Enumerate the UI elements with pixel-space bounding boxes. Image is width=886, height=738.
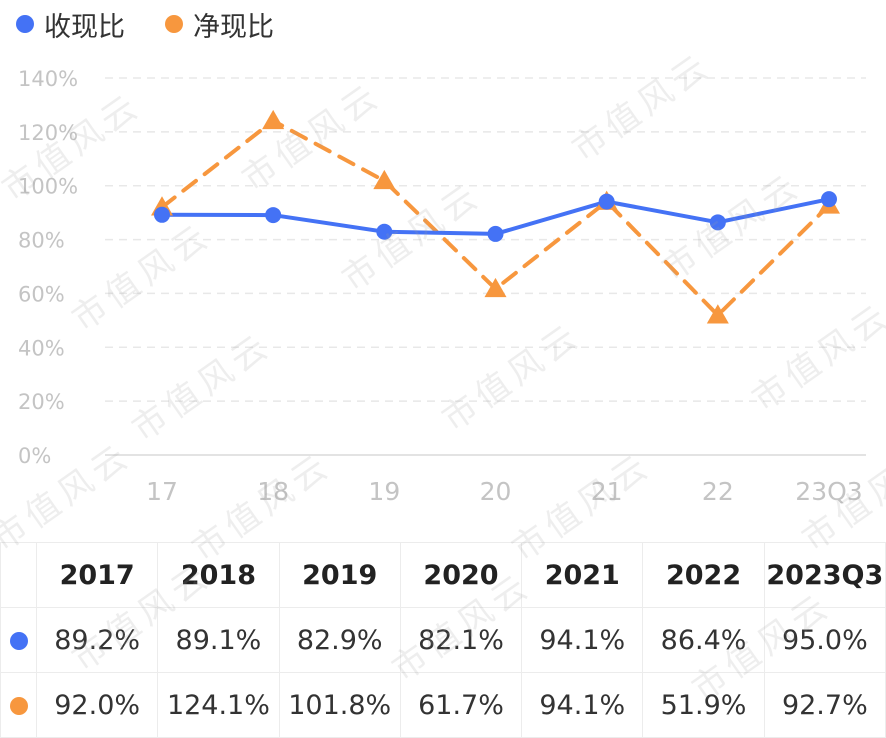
data-point-triangle [262, 109, 285, 130]
table-row-net-cash-ratio: 92.0% 124.1% 101.8% 61.7% 94.1% 51.9% 92… [0, 672, 886, 738]
chart-legend: 收现比 净现比 [16, 4, 274, 44]
y-tick-label: 0% [18, 444, 51, 468]
data-point-triangle [484, 277, 507, 298]
data-point-circle [821, 191, 837, 208]
line-chart: 0% 20% 40% 60% 80% 100% 120% 140% 17 18 19 20 21 22 23… [18, 67, 866, 506]
table-cell: 124.1% [157, 672, 280, 738]
table-header: 2017 [35, 542, 159, 608]
row-marker [0, 607, 37, 673]
table-header: 2021 [521, 542, 644, 608]
table-cell: 101.8% [278, 672, 401, 738]
table-cell: 61.7% [399, 672, 523, 738]
y-tick-label: 40% [18, 336, 65, 360]
x-tick-label: 18 [257, 477, 289, 506]
series-dot-icon [9, 697, 28, 715]
y-tick-label: 20% [18, 390, 65, 414]
table-cell: 94.1% [521, 607, 644, 673]
x-tick-label: 20 [480, 477, 512, 506]
y-tick-label: 60% [18, 282, 65, 306]
data-point-circle [709, 214, 726, 231]
table-cell: 92.7% [763, 672, 886, 738]
x-tick-label: 21 [591, 477, 623, 506]
table-cell: 95.0% [763, 607, 886, 673]
table-cell: 92.0% [35, 672, 159, 738]
table-cell: 89.2% [35, 607, 159, 673]
data-point-circle [487, 225, 504, 242]
legend-dot-revenue-cash-ratio [16, 15, 34, 33]
x-tick-label: 19 [368, 477, 400, 506]
data-point-circle [154, 206, 170, 223]
table-cell: 86.4% [642, 607, 765, 673]
y-tick-label: 80% [18, 229, 65, 253]
y-tick-label: 100% [18, 175, 78, 199]
y-tick-label: 120% [18, 121, 78, 145]
x-tick-label: 23Q3 [795, 477, 862, 506]
table-row-revenue-cash-ratio: 89.2% 89.1% 82.9% 82.1% 94.1% 86.4% 95.0… [0, 607, 886, 673]
data-point-circle [598, 193, 615, 210]
data-point-triangle [706, 304, 729, 324]
table-cell: 82.1% [399, 607, 523, 673]
table-header: 2019 [278, 542, 401, 608]
legend-label: 净现比 [193, 11, 274, 43]
x-tick-label: 22 [702, 477, 734, 506]
series-dot-icon [9, 632, 28, 650]
table-header: 2022 [642, 542, 765, 608]
table-corner [0, 542, 37, 608]
table-cell: 89.1% [157, 607, 280, 673]
data-point-circle [376, 223, 393, 240]
data-point-circle [265, 207, 282, 224]
legend-dot-net-cash-ratio [165, 15, 183, 33]
legend-label: 收现比 [44, 11, 125, 43]
legend-item-net-cash-ratio[interactable]: 净现比 [165, 5, 274, 44]
y-tick-label: 140% [18, 67, 78, 91]
table-header: 2020 [399, 542, 523, 608]
data-table: 2017 2018 2019 2020 2021 2022 2023Q3 89.… [0, 542, 886, 738]
table-cell: 82.9% [278, 607, 401, 673]
row-marker [0, 672, 37, 738]
data-point-triangle [373, 169, 396, 190]
table-header-row: 2017 2018 2019 2020 2021 2022 2023Q3 [0, 542, 886, 608]
table-cell: 51.9% [642, 672, 765, 738]
legend-item-revenue-cash-ratio[interactable]: 收现比 [16, 5, 125, 44]
table-cell: 94.1% [521, 672, 644, 738]
table-header: 2023Q3 [763, 542, 886, 608]
table-header: 2018 [157, 542, 280, 608]
x-tick-label: 17 [146, 477, 178, 506]
